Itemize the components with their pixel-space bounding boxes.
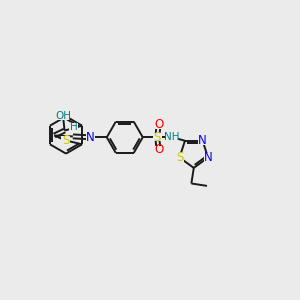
FancyBboxPatch shape (86, 133, 95, 142)
FancyBboxPatch shape (69, 123, 78, 132)
Text: O: O (154, 118, 163, 131)
FancyBboxPatch shape (154, 146, 163, 154)
FancyBboxPatch shape (198, 136, 207, 145)
FancyBboxPatch shape (166, 133, 178, 142)
Text: S: S (62, 134, 69, 147)
FancyBboxPatch shape (203, 153, 212, 162)
Text: O: O (154, 143, 163, 156)
Text: N: N (86, 131, 95, 144)
FancyBboxPatch shape (61, 136, 70, 145)
FancyBboxPatch shape (153, 133, 162, 142)
FancyBboxPatch shape (154, 121, 163, 129)
Text: NH: NH (164, 132, 180, 142)
Text: N: N (198, 134, 207, 147)
Text: N: N (204, 151, 212, 164)
Text: OH: OH (55, 111, 71, 121)
FancyBboxPatch shape (175, 153, 184, 162)
Text: S: S (154, 131, 161, 144)
Text: S: S (176, 151, 183, 164)
Text: H: H (70, 122, 77, 132)
FancyBboxPatch shape (57, 112, 69, 120)
